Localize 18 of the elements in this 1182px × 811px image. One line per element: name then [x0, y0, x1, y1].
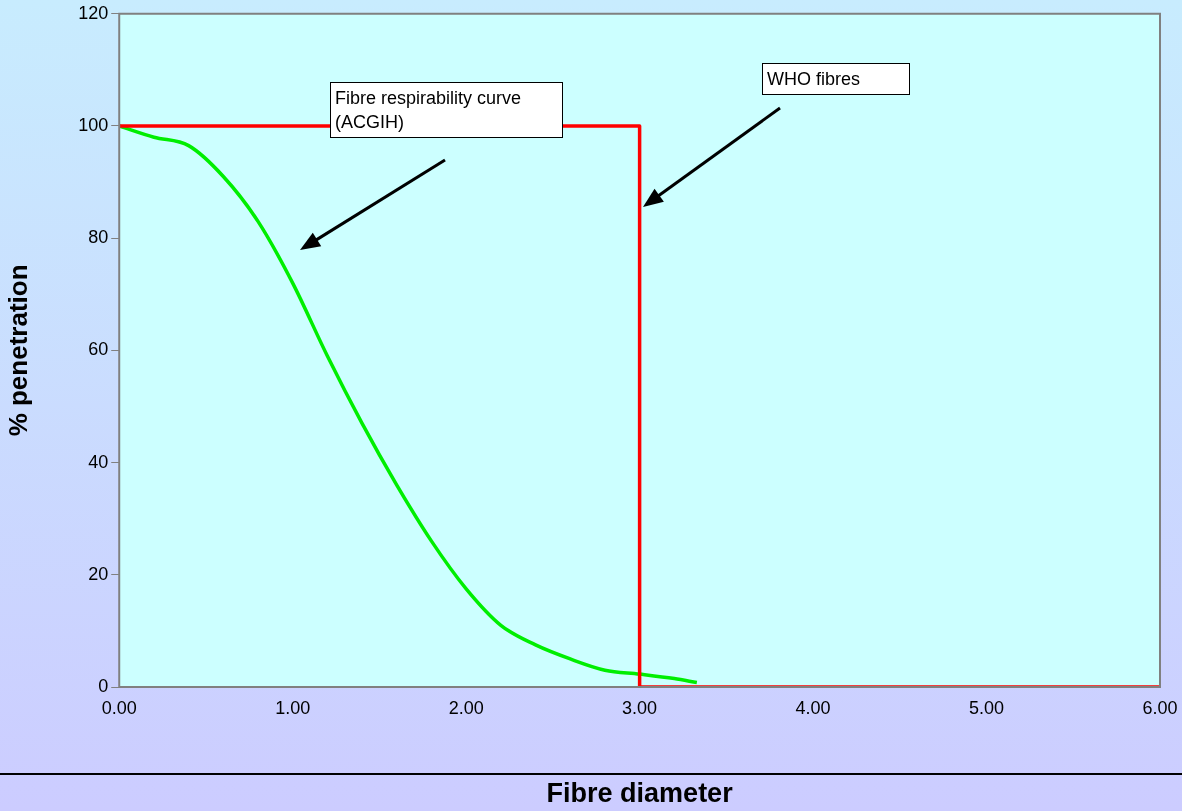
x-tick-label: 3.00: [622, 697, 658, 718]
x-tick-label: 5.00: [969, 697, 1005, 718]
x-axis-title: Fibre diameter: [546, 778, 734, 809]
y-tick-label: 60: [88, 339, 109, 360]
x-tick-label: 2.00: [448, 697, 484, 718]
x-tick-label: 0.00: [101, 697, 137, 718]
annotation: WHO fibres: [762, 63, 910, 95]
y-axis-title: % penetration: [2, 264, 33, 437]
y-tick-label: 100: [78, 114, 109, 135]
y-tick-label: 80: [88, 227, 109, 248]
y-tick-label: 20: [88, 563, 109, 584]
x-tick-label: 4.00: [795, 697, 831, 718]
x-tick-label: 1.00: [275, 697, 311, 718]
annotation: Fibre respirability curve (ACGIH): [330, 82, 563, 138]
x-tick-label: 6.00: [1142, 697, 1178, 718]
y-tick-label: 40: [88, 451, 109, 472]
y-tick-label: 0: [98, 675, 109, 696]
y-tick-label: 120: [78, 2, 109, 23]
